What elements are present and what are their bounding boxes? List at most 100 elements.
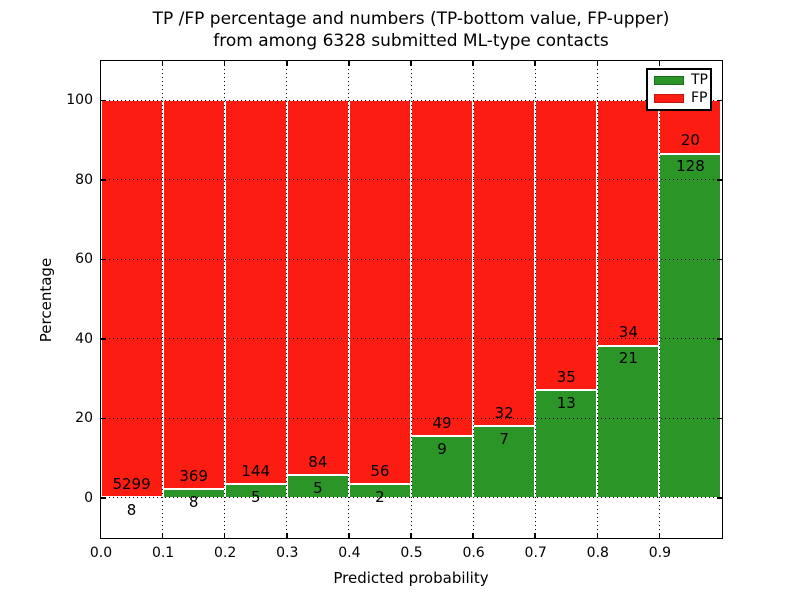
legend-label-tp: TP <box>691 72 708 89</box>
bar-segment-fp <box>286 100 349 476</box>
x-tick-mark <box>658 60 661 66</box>
value-label-fp: 20 <box>680 131 700 150</box>
grid-line-horizontal <box>100 99 722 101</box>
value-label-tp: 5 <box>250 487 261 506</box>
x-tick-label: 0.3 <box>276 545 299 561</box>
x-tick-label: 0.6 <box>462 545 485 561</box>
x-tick-label: 0.8 <box>586 545 609 561</box>
grid-line-horizontal <box>100 417 722 419</box>
y-tick-mark <box>100 99 106 101</box>
grid-line-vertical <box>162 60 164 538</box>
bar-segment-fp <box>162 100 225 490</box>
bar-segment-fp <box>348 100 411 485</box>
y-tick-label: 40 <box>75 330 93 347</box>
y-tick-mark <box>716 338 722 340</box>
bar-segment-fp <box>535 100 598 391</box>
bar-segment-tp <box>348 484 411 498</box>
x-tick-mark <box>534 60 536 66</box>
grid-line-vertical <box>286 60 288 538</box>
bar-segment-tp <box>473 426 536 498</box>
x-tick-mark <box>596 532 599 538</box>
legend-swatch-fp-icon <box>654 93 684 103</box>
x-tick-mark <box>286 60 288 66</box>
y-tick-label: 100 <box>66 92 93 109</box>
y-tick-mark <box>100 417 106 419</box>
bar-segment-fp <box>224 100 287 485</box>
y-tick-mark <box>100 258 106 260</box>
value-label-tp: 7 <box>499 429 509 448</box>
grid-line-vertical <box>348 60 350 538</box>
legend-entry-tp: TP <box>648 73 710 88</box>
value-label-tp: 5 <box>313 478 323 497</box>
value-label-fp: 32 <box>494 403 514 422</box>
value-label-fp: 144 <box>241 461 271 480</box>
value-label-fp: 5299 <box>112 474 151 493</box>
x-tick-mark <box>410 532 412 538</box>
bar-segment-fp <box>100 100 163 498</box>
x-tick-label: 0.9 <box>648 545 672 561</box>
value-label-fp: 35 <box>556 367 576 386</box>
x-tick-label: 0.4 <box>338 545 361 561</box>
value-label-tp: 8 <box>188 492 199 511</box>
x-tick-mark <box>596 60 599 66</box>
value-label-fp: 84 <box>308 452 328 471</box>
bar-segment-tp <box>411 436 474 498</box>
value-label-fp: 49 <box>432 413 452 432</box>
chart-title-line1: TP /FP percentage and numbers (TP-bottom… <box>152 9 670 29</box>
x-tick-mark <box>223 60 226 66</box>
grid-line-vertical <box>224 60 226 538</box>
y-tick-label: 20 <box>75 410 93 427</box>
x-tick-label: 0.2 <box>214 545 237 561</box>
grid-line-horizontal <box>100 497 722 499</box>
x-tick-mark <box>286 532 288 538</box>
y-tick-mark <box>100 179 106 181</box>
chart-title: TP /FP percentage and numbers (TP-bottom… <box>61 8 761 52</box>
grid-line-vertical <box>658 60 660 538</box>
plot-area: 5299 8 369 8 144 5 84 5 56 2 49 9 32 7 35 13 34 21 20 128 <box>99 59 723 539</box>
grid-line-vertical <box>596 60 598 538</box>
legend-swatch-tp-icon <box>654 76 684 86</box>
x-tick-label: 0.5 <box>400 545 423 561</box>
y-tick-mark <box>100 338 106 340</box>
grid-line-vertical <box>410 60 412 538</box>
grid-line-vertical <box>534 60 536 538</box>
y-tick-mark <box>716 99 722 101</box>
x-tick-label: 0.7 <box>524 545 547 561</box>
value-label-tp: 9 <box>437 439 447 458</box>
y-tick-mark <box>716 179 722 181</box>
grid-line-vertical <box>472 60 474 538</box>
value-label-tp: 2 <box>375 487 385 506</box>
legend-label-fp: FP <box>691 89 708 106</box>
grid-line-horizontal <box>100 258 722 260</box>
x-tick-mark <box>348 532 350 538</box>
bar-segment-tp <box>286 475 349 498</box>
x-tick-mark <box>161 60 164 66</box>
y-tick-mark <box>716 417 722 419</box>
grid-line-horizontal <box>100 179 722 181</box>
x-tick-mark <box>472 532 474 538</box>
value-label-fp: 369 <box>179 466 208 485</box>
x-tick-mark <box>223 532 226 538</box>
value-label-fp: 34 <box>618 323 638 342</box>
x-tick-mark <box>161 532 164 538</box>
x-tick-mark <box>410 60 412 66</box>
bar-segment-tp <box>162 489 225 498</box>
grid-line-horizontal <box>100 338 722 340</box>
x-tick-label: 0.1 <box>151 545 175 561</box>
y-tick-label: 0 <box>84 489 93 506</box>
bar-segment-tp <box>659 153 722 498</box>
y-tick-mark <box>716 497 722 499</box>
value-label-tp: 21 <box>618 349 638 368</box>
y-tick-mark <box>100 497 106 499</box>
value-label-tp: 13 <box>556 393 576 412</box>
bar-segment-tp <box>535 390 598 498</box>
bar-segment-tp <box>224 484 287 498</box>
value-label-fp: 56 <box>370 461 390 480</box>
y-tick-label: 60 <box>75 251 93 268</box>
legend-entry-fp: FP <box>648 89 710 106</box>
value-label-tp: 128 <box>676 157 705 176</box>
legend: TP FP <box>646 68 712 111</box>
bar-segment-tp <box>597 345 660 498</box>
bar-segment-fp <box>597 100 660 346</box>
